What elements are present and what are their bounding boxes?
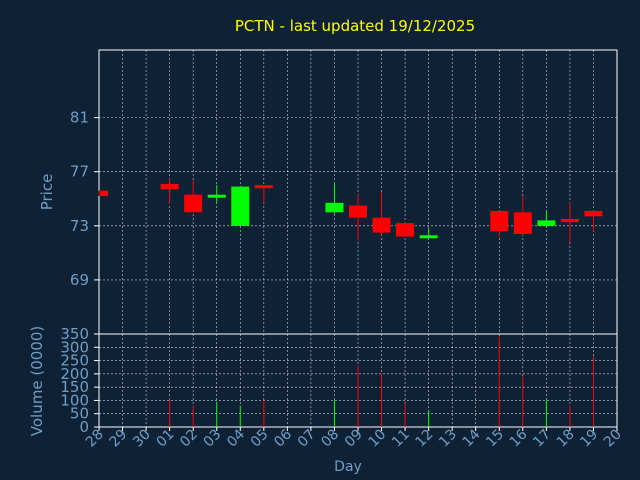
candle-body [537,220,556,226]
x-tick-label: 09 [342,427,366,451]
x-tick-label: 04 [224,426,248,450]
x-tick-label: 17 [530,427,554,451]
volume-tick-label: 250 [60,352,89,370]
chart-title: PCTN - last updated 19/12/2025 [235,17,475,35]
volume-tick-label: 50 [70,405,89,423]
x-tick-label: 29 [106,427,130,451]
candle-body [419,235,438,239]
x-tick-label: 16 [507,426,531,450]
price-tick-labels: 69 73 77 81 [70,109,99,289]
volume-tick-label: 150 [60,378,89,396]
x-tick-label: 01 [154,427,178,451]
x-tick-labels: 28 29 30 01 02 03 04 05 06 07 08 09 10 11 12 13 14 15 16 17… [83,426,625,450]
x-axis-label: Day [334,459,362,475]
volume-tick-label: 300 [60,338,89,356]
candle-body [160,183,179,190]
price-grid [99,50,617,334]
x-tick-label: 20 [601,427,625,451]
candle-body [513,212,532,234]
candle-body [560,219,579,223]
x-tick-label: 08 [318,427,342,451]
x-tick-label: 10 [365,427,389,451]
price-tick-label: 81 [70,109,89,127]
candle-body [254,185,273,189]
x-tick-label: 12 [413,427,437,451]
x-tick-label: 18 [554,427,578,451]
x-tick-label: 14 [460,426,484,450]
price-tick-label: 77 [70,163,89,181]
candle-body [372,217,391,233]
x-tick-label: 13 [436,427,460,451]
candle-body [349,205,367,218]
price-axis-label: Price [38,174,56,211]
price-tick-label: 69 [70,271,89,289]
candle-body [207,194,226,198]
candle-body [184,194,203,213]
volume-tick-label: 100 [60,391,89,409]
x-tick-label: 15 [483,427,507,451]
candle-body [231,186,250,226]
x-tick-label: 06 [271,426,295,450]
x-tick-label: 02 [177,427,201,451]
x-tick-label: 07 [295,427,319,451]
x-tick-label: 11 [389,427,413,451]
candle-body [100,190,108,197]
candles [98,178,603,243]
volume-tick-label: 0 [79,418,89,436]
x-tick-label: 19 [577,427,601,451]
candle-body [325,202,344,213]
volume-axis-label: Volume (0000) [28,326,46,436]
x-tick-label: 03 [201,427,225,451]
candle-body [490,210,509,232]
candle-body [584,210,603,217]
volume-tick-label: 200 [60,365,89,383]
x-tick-label: 05 [248,427,272,451]
x-tick-label: 30 [130,427,154,451]
candle-body [396,223,415,237]
volume-bars [169,336,594,427]
volume-tick-label: 350 [60,325,89,343]
price-tick-label: 73 [70,217,89,235]
